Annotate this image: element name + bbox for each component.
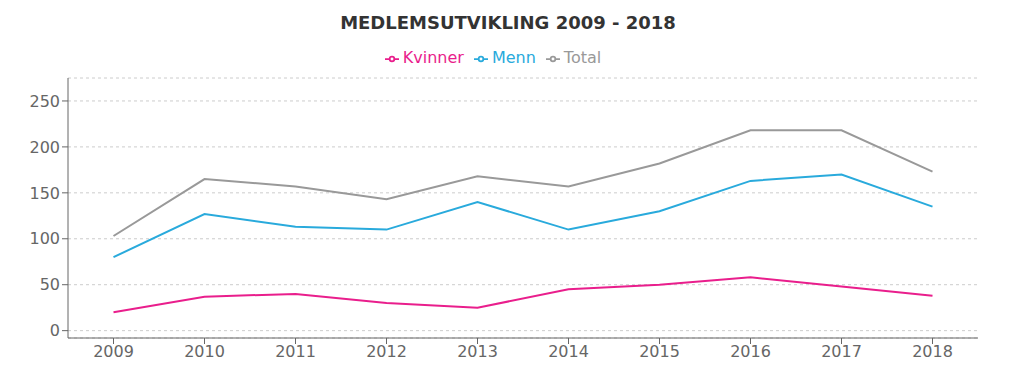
svg-text:2015: 2015 (639, 342, 680, 361)
svg-text:150: 150 (29, 184, 60, 203)
svg-text:2009: 2009 (93, 342, 134, 361)
svg-text:100: 100 (29, 229, 60, 248)
svg-text:50: 50 (40, 275, 60, 294)
svg-text:2017: 2017 (821, 342, 862, 361)
html-text:Menn: Menn (491, 48, 536, 67)
svg-text:2018: 2018 (912, 342, 953, 361)
svg-text:2014: 2014 (548, 342, 589, 361)
svg-text:2011: 2011 (275, 342, 316, 361)
html-text:Kvinner: Kvinner (402, 48, 464, 67)
svg-text:2012: 2012 (366, 342, 407, 361)
html-text:Total: Total (563, 48, 602, 67)
svg-text:0: 0 (50, 321, 60, 340)
svg-text:250: 250 (29, 92, 60, 111)
svg-text:200: 200 (29, 138, 60, 157)
html-text:MEDLEMSUTVIKLING 2009 - 2018: MEDLEMSUTVIKLING 2009 - 2018 (340, 12, 676, 33)
svg-text:2016: 2016 (730, 342, 771, 361)
svg-text:2010: 2010 (184, 342, 225, 361)
svg-text:2013: 2013 (457, 342, 498, 361)
